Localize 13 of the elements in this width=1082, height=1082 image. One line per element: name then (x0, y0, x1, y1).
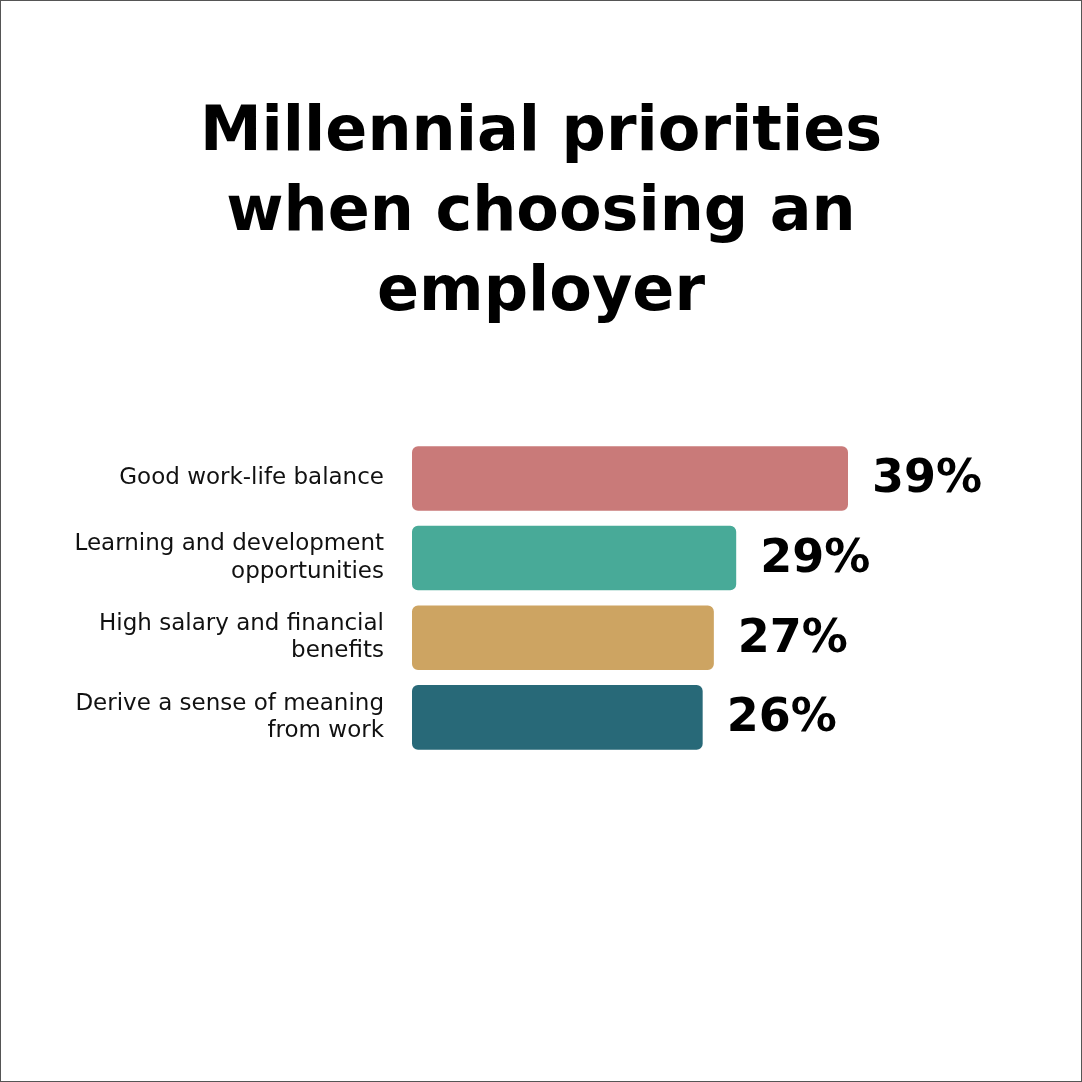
y-tick-label: Learning and development opportunities (74, 529, 384, 583)
bar (412, 525, 737, 591)
bar (412, 685, 703, 750)
bar (412, 605, 714, 670)
y-tick-label: Good work-life balance (119, 463, 384, 490)
bar (412, 446, 848, 511)
y-tick-label: High salary and financial benefits (99, 608, 384, 663)
chart-title: Millennial priorities when choosing an employer (198, 91, 884, 327)
data-label: 29% (760, 529, 871, 584)
data-label: 26% (726, 688, 837, 743)
data-label: 27% (737, 608, 848, 663)
y-tick-label: Derive a sense of meaning from work (75, 688, 385, 743)
data-label: 39% (872, 449, 983, 504)
